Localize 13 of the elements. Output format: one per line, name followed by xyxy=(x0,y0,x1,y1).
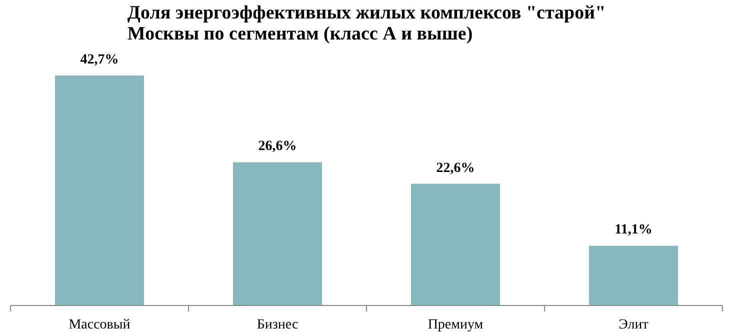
data-label: 11,1% xyxy=(614,222,652,238)
data-label: 22,6% xyxy=(436,160,475,176)
data-label: 26,6% xyxy=(258,139,297,154)
bar xyxy=(411,184,500,306)
chart-title: Доля энергоэффективных жилых комплексов "старой" Москвы по сегментам (класс А и выше) xyxy=(127,2,606,44)
bar xyxy=(233,162,322,306)
bar xyxy=(55,76,144,306)
x-tick-label: Бизнес xyxy=(256,318,298,332)
bar xyxy=(589,246,678,306)
x-tick-label: Элит xyxy=(618,318,648,332)
data-label: 42,7% xyxy=(80,52,119,68)
x-tick-label: Массовый xyxy=(68,318,131,332)
x-tick-label: Премиум xyxy=(428,318,484,332)
